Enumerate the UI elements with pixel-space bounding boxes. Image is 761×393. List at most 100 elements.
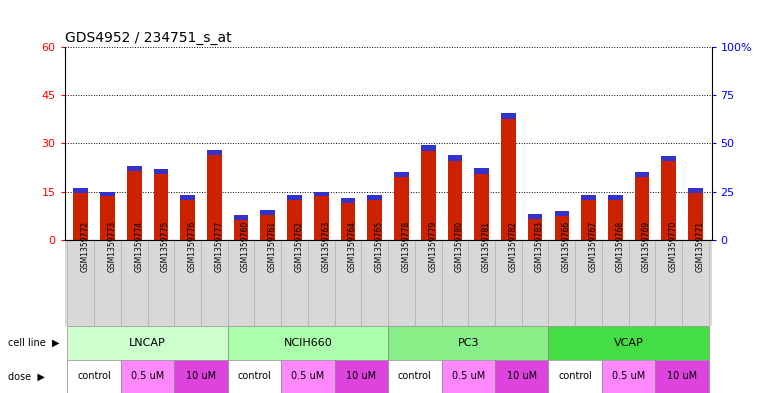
Bar [228, 360, 282, 393]
Bar [228, 240, 254, 326]
Text: GSM1359768: GSM1359768 [616, 221, 624, 272]
Bar [608, 195, 622, 200]
Bar [174, 360, 228, 393]
Text: control: control [559, 371, 592, 381]
Text: GSM1359770: GSM1359770 [669, 221, 678, 272]
Bar [282, 360, 335, 393]
Bar [421, 151, 435, 240]
Text: GSM1359771: GSM1359771 [696, 221, 705, 272]
Bar [682, 240, 708, 326]
Bar [388, 240, 415, 326]
Text: 0.5 uM: 0.5 uM [452, 371, 485, 381]
Text: GSM1359773: GSM1359773 [107, 221, 116, 272]
Bar [581, 195, 596, 200]
Text: dose  ▶: dose ▶ [8, 371, 44, 381]
Bar [441, 240, 468, 326]
Bar [260, 210, 275, 215]
Bar [447, 155, 462, 161]
Bar [635, 177, 649, 240]
Text: LNCAP: LNCAP [129, 338, 166, 348]
Text: 0.5 uM: 0.5 uM [612, 371, 645, 381]
Bar [528, 214, 543, 219]
Bar [260, 215, 275, 240]
Bar [234, 220, 248, 240]
Bar [415, 240, 441, 326]
Bar [234, 215, 248, 220]
Bar [549, 360, 602, 393]
Bar [228, 326, 388, 360]
Bar [629, 240, 655, 326]
Bar [68, 240, 94, 326]
Text: 10 uM: 10 uM [667, 371, 697, 381]
Bar [549, 240, 575, 326]
Text: GDS4952 / 234751_s_at: GDS4952 / 234751_s_at [65, 31, 231, 45]
Text: GSM1359781: GSM1359781 [482, 221, 491, 272]
Bar [555, 211, 569, 216]
Bar [100, 196, 115, 240]
Text: 10 uM: 10 uM [346, 371, 377, 381]
Bar [154, 174, 168, 240]
Text: 0.5 uM: 0.5 uM [131, 371, 164, 381]
Text: GSM1359777: GSM1359777 [215, 221, 224, 272]
Bar [314, 196, 329, 240]
Bar [154, 169, 168, 174]
Bar [308, 240, 335, 326]
Bar [388, 360, 441, 393]
Text: 0.5 uM: 0.5 uM [291, 371, 324, 381]
Text: GSM1359766: GSM1359766 [562, 221, 571, 272]
Text: GSM1359769: GSM1359769 [642, 221, 651, 272]
Text: NCIH660: NCIH660 [284, 338, 333, 348]
Text: 10 uM: 10 uM [186, 371, 216, 381]
Bar [127, 171, 142, 240]
Bar [94, 240, 121, 326]
Bar [121, 360, 174, 393]
Bar [287, 200, 302, 240]
Text: GSM1359780: GSM1359780 [455, 221, 464, 272]
Bar [688, 193, 703, 240]
Text: GSM1359776: GSM1359776 [188, 221, 196, 272]
Bar [549, 326, 708, 360]
Bar [127, 166, 142, 171]
Text: GSM1359779: GSM1359779 [428, 221, 438, 272]
Bar [555, 216, 569, 240]
Bar [68, 326, 228, 360]
Bar [655, 360, 708, 393]
Bar [394, 172, 409, 177]
Bar [148, 240, 174, 326]
Bar [522, 240, 549, 326]
Bar [254, 240, 282, 326]
Bar [368, 195, 382, 200]
Text: GSM1359760: GSM1359760 [241, 221, 250, 272]
Text: control: control [398, 371, 431, 381]
Bar [661, 161, 676, 240]
Bar [174, 240, 201, 326]
Text: GSM1359775: GSM1359775 [161, 221, 170, 272]
Text: 10 uM: 10 uM [507, 371, 537, 381]
Bar [495, 240, 522, 326]
Text: GSM1359778: GSM1359778 [402, 221, 410, 272]
Bar [495, 360, 549, 393]
Bar [655, 240, 682, 326]
Bar [608, 200, 622, 240]
Text: GSM1359762: GSM1359762 [295, 221, 304, 272]
Bar [474, 174, 489, 240]
Bar [201, 240, 228, 326]
Bar [368, 200, 382, 240]
Bar [207, 150, 221, 155]
Bar [121, 240, 148, 326]
Text: GSM1359782: GSM1359782 [508, 221, 517, 272]
Bar [73, 188, 88, 193]
Text: GSM1359767: GSM1359767 [588, 221, 597, 272]
Bar [73, 193, 88, 240]
Bar [447, 161, 462, 240]
Bar [394, 177, 409, 240]
Bar [388, 326, 549, 360]
Bar [335, 240, 361, 326]
Bar [287, 195, 302, 200]
Bar [335, 360, 388, 393]
Text: GSM1359763: GSM1359763 [321, 221, 330, 272]
Text: VCAP: VCAP [614, 338, 644, 348]
Bar [581, 200, 596, 240]
Text: GSM1359774: GSM1359774 [134, 221, 143, 272]
Text: control: control [77, 371, 111, 381]
